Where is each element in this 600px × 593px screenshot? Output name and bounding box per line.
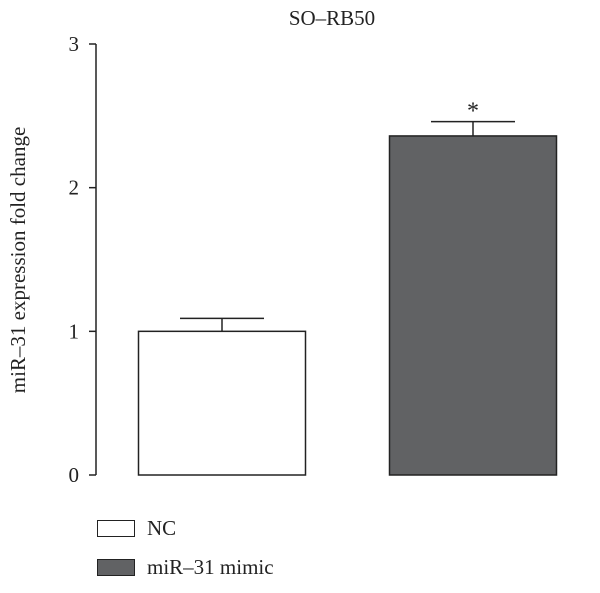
chart-title: SO–RB50 [289,6,375,30]
legend-label-mir31-mimic: miR–31 mimic [147,555,274,579]
legend-item-mir31-mimic: miR–31 mimic [95,554,395,584]
legend-label-nc: NC [147,516,177,540]
significance-marker-mir31-mimic: * [467,99,479,125]
y-tick-label-3: 3 [69,32,80,56]
bar-nc [137,330,307,476]
y-tick-label-0: 0 [69,463,80,487]
legend-swatch-mir31-mimic [97,559,135,576]
bars-group: * [137,99,558,476]
bar-mir31-mimic [388,135,558,476]
y-axis: 0 1 2 3 [69,32,97,487]
legend-swatch-nc [97,520,135,537]
y-tick-label-1: 1 [69,319,80,343]
y-axis-label: miR–31 expression fold change [6,127,30,394]
legend-item-nc: NC [95,515,395,545]
y-tick-label-2: 2 [69,176,80,200]
legend: NC miR–31 mimic [95,515,395,593]
